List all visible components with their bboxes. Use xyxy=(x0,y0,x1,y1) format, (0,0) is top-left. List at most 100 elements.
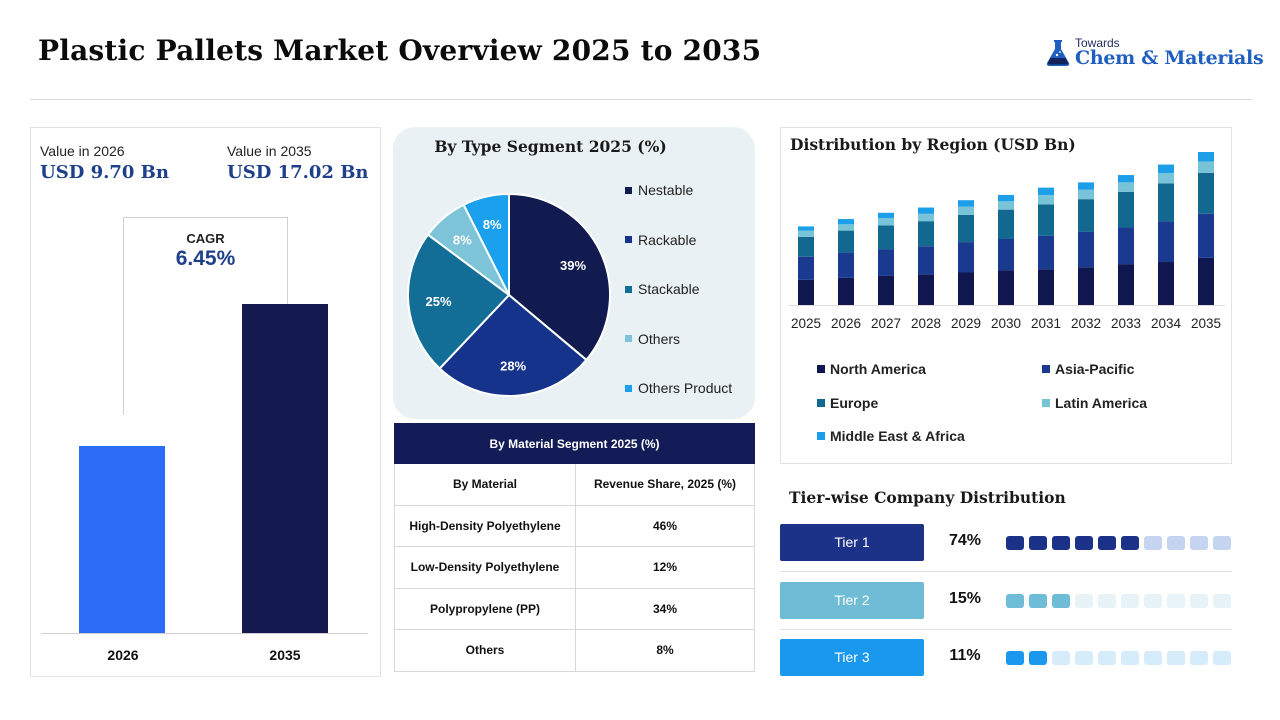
region-bar-segment xyxy=(1198,172,1214,214)
region-bar-segment xyxy=(918,274,934,305)
legend-swatch xyxy=(625,186,632,194)
region-bar-segment xyxy=(958,200,974,207)
region-x-tick-label: 2034 xyxy=(1151,316,1182,331)
meter-dot-empty xyxy=(1144,536,1162,550)
region-bar-segment xyxy=(1078,231,1094,268)
pie-slice-rackable xyxy=(438,293,588,397)
pie-slice-label: 25% xyxy=(426,294,452,309)
meter-dot-empty xyxy=(1075,651,1093,665)
region-bar-segment xyxy=(998,209,1014,239)
tier-divider xyxy=(780,629,1232,630)
meter-dot-filled xyxy=(1098,536,1116,550)
region-bar-segment xyxy=(1158,221,1174,263)
region-x-tick-label: 2026 xyxy=(831,316,861,331)
cagr-value: 6.45% xyxy=(175,247,236,270)
region-bar-segment xyxy=(1158,164,1174,173)
region-legend-item: Middle East & Africa xyxy=(817,428,965,444)
meter-dot-empty xyxy=(1144,651,1162,665)
tier-dot-meter-3 xyxy=(1006,651,1231,665)
region-bar-segment xyxy=(1158,262,1174,305)
pie-legend-item: Others xyxy=(625,331,680,347)
region-legend-item: Europe xyxy=(817,395,878,411)
meter-dot-empty xyxy=(1213,594,1231,608)
region-bar-segment xyxy=(1078,182,1094,190)
legend-swatch xyxy=(817,365,825,374)
value-2026-label: Value in 2026 xyxy=(40,143,125,159)
flask-icon xyxy=(1046,40,1070,66)
brand-logo: Towards Chem & Materials xyxy=(1044,36,1264,76)
table-row: Others 8% xyxy=(394,629,755,672)
cagr-label: CAGR xyxy=(186,231,225,246)
legend-swatch xyxy=(625,285,632,293)
value-2026: USD 9.70 Bn xyxy=(40,162,169,183)
table-row: Low-Density Polyethylene 12% xyxy=(394,546,755,589)
meter-dot-filled xyxy=(1029,651,1047,665)
region-bar-segment xyxy=(1118,175,1134,183)
material-name: Others xyxy=(394,629,576,672)
material-name: Low-Density Polyethylene xyxy=(394,546,576,589)
region-bar-segment xyxy=(838,224,854,231)
meter-dot-empty xyxy=(1144,594,1162,608)
meter-dot-empty xyxy=(1190,536,1208,550)
value-bar-2026 xyxy=(79,445,165,633)
legend-label: Middle East & Africa xyxy=(830,428,965,444)
region-bar-segment xyxy=(918,213,934,222)
region-bar-segment xyxy=(798,279,814,305)
legend-swatch xyxy=(1042,365,1050,374)
bar-category-2026: 2026 xyxy=(107,647,139,663)
region-bar-segment xyxy=(1158,183,1174,222)
tier-dot-meter-2 xyxy=(1006,594,1231,608)
tier-dot-meter-1 xyxy=(1006,536,1231,550)
meter-dot-empty xyxy=(1098,651,1116,665)
region-bar-segment xyxy=(998,194,1014,202)
material-name: High-Density Polyethylene xyxy=(394,504,576,547)
region-bar-segment xyxy=(838,230,854,253)
pie-legend-item: Stackable xyxy=(625,281,699,297)
bar-category-2035: 2035 xyxy=(269,647,301,663)
market-value-panel: Value in 2026 USD 9.70 Bn Value in 2035 … xyxy=(30,127,381,677)
region-bar-segment xyxy=(798,256,814,280)
region-bar-segment xyxy=(878,225,894,250)
region-bar-segment xyxy=(958,242,974,273)
material-table-title: By Material Segment 2025 (%) xyxy=(394,423,755,464)
region-chart-title: Distribution by Region (USD Bn) xyxy=(790,135,1076,154)
legend-swatch xyxy=(625,335,632,343)
value-2035-label: Value in 2035 xyxy=(227,143,312,159)
meter-dot-empty xyxy=(1121,651,1139,665)
tier-percent-3: 11% xyxy=(949,647,981,664)
pie-slice-label: 28% xyxy=(500,359,526,374)
meter-dot-filled xyxy=(1006,594,1024,608)
pie-legend-item: Others Product xyxy=(625,380,732,396)
value-2035: USD 17.02 Bn xyxy=(227,162,369,183)
region-legend-item: Asia-Pacific xyxy=(1042,361,1134,377)
meter-dot-empty xyxy=(1121,594,1139,608)
region-bar-segment xyxy=(878,249,894,276)
region-bar-segment xyxy=(798,226,814,231)
tier-section-title: Tier-wise Company Distribution xyxy=(789,488,1066,507)
legend-label: North America xyxy=(830,361,926,377)
region-bar-segment xyxy=(1078,267,1094,305)
tier-label-2: Tier 2 xyxy=(780,582,924,619)
legend-label: Asia-Pacific xyxy=(1055,361,1135,377)
region-bar-segment xyxy=(1158,172,1174,184)
value-bar-axis xyxy=(41,633,368,634)
table-row: Polypropylene (PP) 34% xyxy=(394,587,755,630)
meter-dot-empty xyxy=(1213,536,1231,550)
meter-dot-filled xyxy=(1052,594,1070,608)
meter-dot-empty xyxy=(1167,651,1185,665)
region-bar-segment xyxy=(1198,161,1214,173)
meter-dot-filled xyxy=(1006,651,1024,665)
pie-slice-label: 39% xyxy=(560,258,586,273)
region-bar-segment xyxy=(1118,191,1134,228)
region-bar-segment xyxy=(1038,204,1054,236)
region-x-tick-label: 2032 xyxy=(1071,316,1101,331)
region-bar-segment xyxy=(1038,194,1054,205)
type-segment-pie-chart: 39% 28% 25% 8% 8% xyxy=(407,192,611,397)
type-segment-panel: By Type Segment 2025 (%) 39% 28% 25% 8% 8% N… xyxy=(393,127,755,419)
region-bar-segment xyxy=(958,206,974,215)
material-name: Polypropylene (PP) xyxy=(394,587,576,630)
region-legend-item: North America xyxy=(817,361,926,377)
pie-slice-label: 8% xyxy=(483,217,502,232)
region-x-tick-label: 2033 xyxy=(1111,316,1141,331)
value-bar-2035 xyxy=(242,304,328,633)
